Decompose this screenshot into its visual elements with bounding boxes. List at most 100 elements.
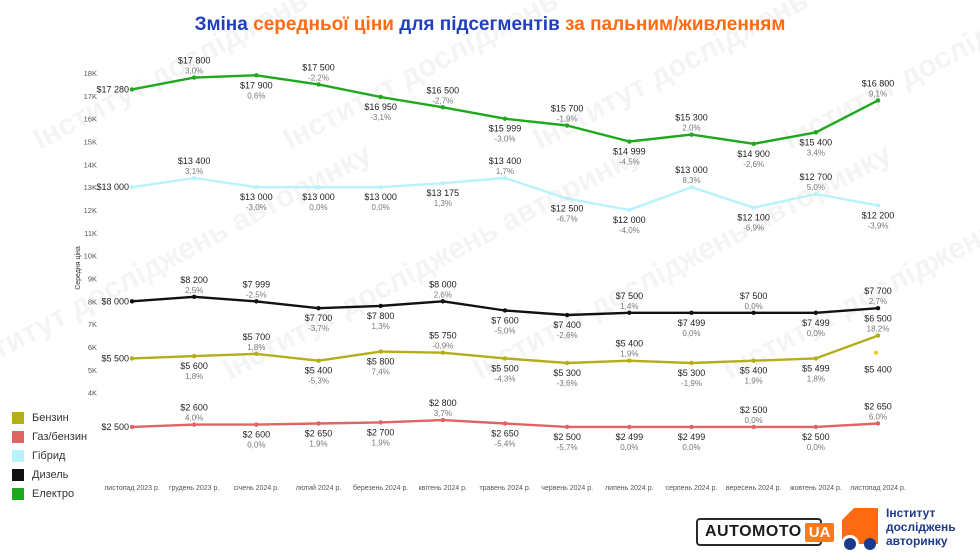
change-label: 7,4% (372, 368, 390, 377)
data-point (440, 350, 446, 355)
data-point (875, 98, 881, 103)
title-part: для підсегментів (394, 14, 566, 35)
y-tick-label: 8K (88, 297, 97, 306)
data-point (191, 75, 197, 80)
value-label: $15 999 (489, 124, 522, 134)
data-point (564, 312, 570, 318)
legend-swatch (12, 468, 24, 481)
value-label: $8 000 (101, 296, 129, 306)
value-label: $7 500 (740, 291, 768, 301)
chart-title: Зміна середньої ціни для підсегментів за… (0, 14, 980, 36)
value-label: $13 000 (96, 182, 129, 192)
x-tick-label: січень 2024 р. (234, 484, 279, 492)
value-label: $12 100 (737, 213, 770, 223)
y-tick-label: 11K (84, 229, 97, 238)
data-point (813, 310, 819, 315)
value-label: $5 300 (678, 368, 706, 378)
value-label: $5 300 (553, 368, 581, 378)
value-label: $13 175 (427, 188, 460, 198)
data-point (564, 424, 570, 430)
data-point (191, 353, 197, 359)
change-label: -4,5% (619, 158, 640, 167)
x-tick-label: березень 2024 р. (353, 484, 408, 492)
y-tick-label: 15K (84, 138, 97, 147)
value-label: $8 000 (429, 279, 457, 289)
change-label: -6,9% (743, 224, 764, 233)
value-label: $8 200 (180, 275, 208, 285)
legend-item-hybrid[interactable]: Гібрид (12, 446, 87, 465)
value-label: $7 999 (243, 279, 271, 289)
data-point (502, 308, 508, 313)
value-label: $2 499 (678, 432, 706, 442)
legend-item-gas[interactable]: Газ/бензин (12, 427, 87, 446)
value-label: $2 500 (101, 422, 129, 432)
value-label: $2 700 (367, 427, 395, 437)
value-label: $12 500 (551, 204, 584, 214)
value-label: $13 000 (240, 192, 273, 202)
value-label: $6 500 (864, 314, 892, 324)
change-label: 5,0% (807, 183, 825, 192)
data-point (129, 184, 135, 190)
change-label: 0,0% (807, 443, 825, 452)
legend-item-electro[interactable]: Електро (12, 484, 87, 503)
x-tick-label: листопад 2023 р. (104, 485, 160, 492)
value-label: $16 950 (364, 102, 397, 112)
legend-item-diesel[interactable]: Дизель (12, 465, 87, 484)
value-label: $16 500 (427, 85, 460, 95)
x-tick-label: серпень 2024 р. (666, 485, 718, 492)
value-label: $2 650 (305, 428, 333, 438)
data-point (689, 184, 694, 190)
data-point (813, 130, 819, 135)
change-label: 3,0% (185, 67, 203, 76)
change-label: 0,6% (247, 91, 265, 100)
y-axis: 4K 5K 6K 7K 8K 9K 10K 11K 12K 13K 14K 15K 16K 17K 18K (84, 69, 97, 398)
data-point (440, 105, 446, 110)
change-label: -4,0% (619, 226, 640, 235)
value-label: $15 300 (675, 113, 708, 123)
x-tick-label: травень 2024 р. (479, 485, 530, 492)
data-point (316, 358, 321, 363)
change-label: -3,6% (557, 379, 578, 388)
value-label: $17 800 (178, 56, 211, 66)
series-lines (129, 73, 881, 430)
change-label: -3,1% (370, 113, 391, 122)
value-label: $16 800 (862, 78, 895, 88)
value-label: $5 700 (243, 332, 271, 342)
legend-swatch (12, 411, 24, 424)
data-point (813, 356, 819, 361)
annotation-label: $5 400 (864, 365, 892, 375)
change-label: 0,0% (807, 329, 825, 338)
change-label: -5,0% (495, 326, 516, 335)
data-point (813, 191, 819, 197)
change-label: 1,8% (247, 343, 265, 352)
data-point (751, 310, 756, 315)
x-tick-label: жовтень 2024 р. (790, 485, 842, 492)
data-point (254, 422, 259, 427)
value-label: $5 600 (180, 361, 208, 371)
y-tick-label: 12K (84, 206, 97, 215)
value-label: $17 280 (96, 84, 129, 94)
x-tick-label: листопад 2024 р. (850, 485, 906, 492)
change-label: 1,9% (309, 439, 327, 448)
x-tick-label: вересень 2024 р. (726, 485, 782, 492)
legend-swatch (12, 430, 24, 443)
data-point (627, 310, 632, 315)
change-label: 3,7% (434, 409, 452, 418)
change-label: 1,4% (620, 302, 638, 311)
legend-swatch (12, 449, 24, 462)
data-point (254, 299, 259, 304)
legend-label: Електро (32, 487, 75, 500)
change-label: 3,1% (185, 167, 203, 176)
value-label: $15 700 (551, 104, 584, 114)
y-tick-label: 10K (84, 252, 97, 261)
change-label: 2,0% (682, 124, 700, 133)
value-label: $5 800 (367, 357, 395, 367)
data-point (689, 424, 694, 430)
change-label: -3,9% (868, 221, 889, 230)
data-point (502, 116, 508, 121)
data-point (254, 351, 259, 357)
data-point (440, 299, 446, 304)
y-tick-label: 5K (88, 366, 97, 375)
legend-item-benzin[interactable]: Бензин (12, 408, 87, 427)
